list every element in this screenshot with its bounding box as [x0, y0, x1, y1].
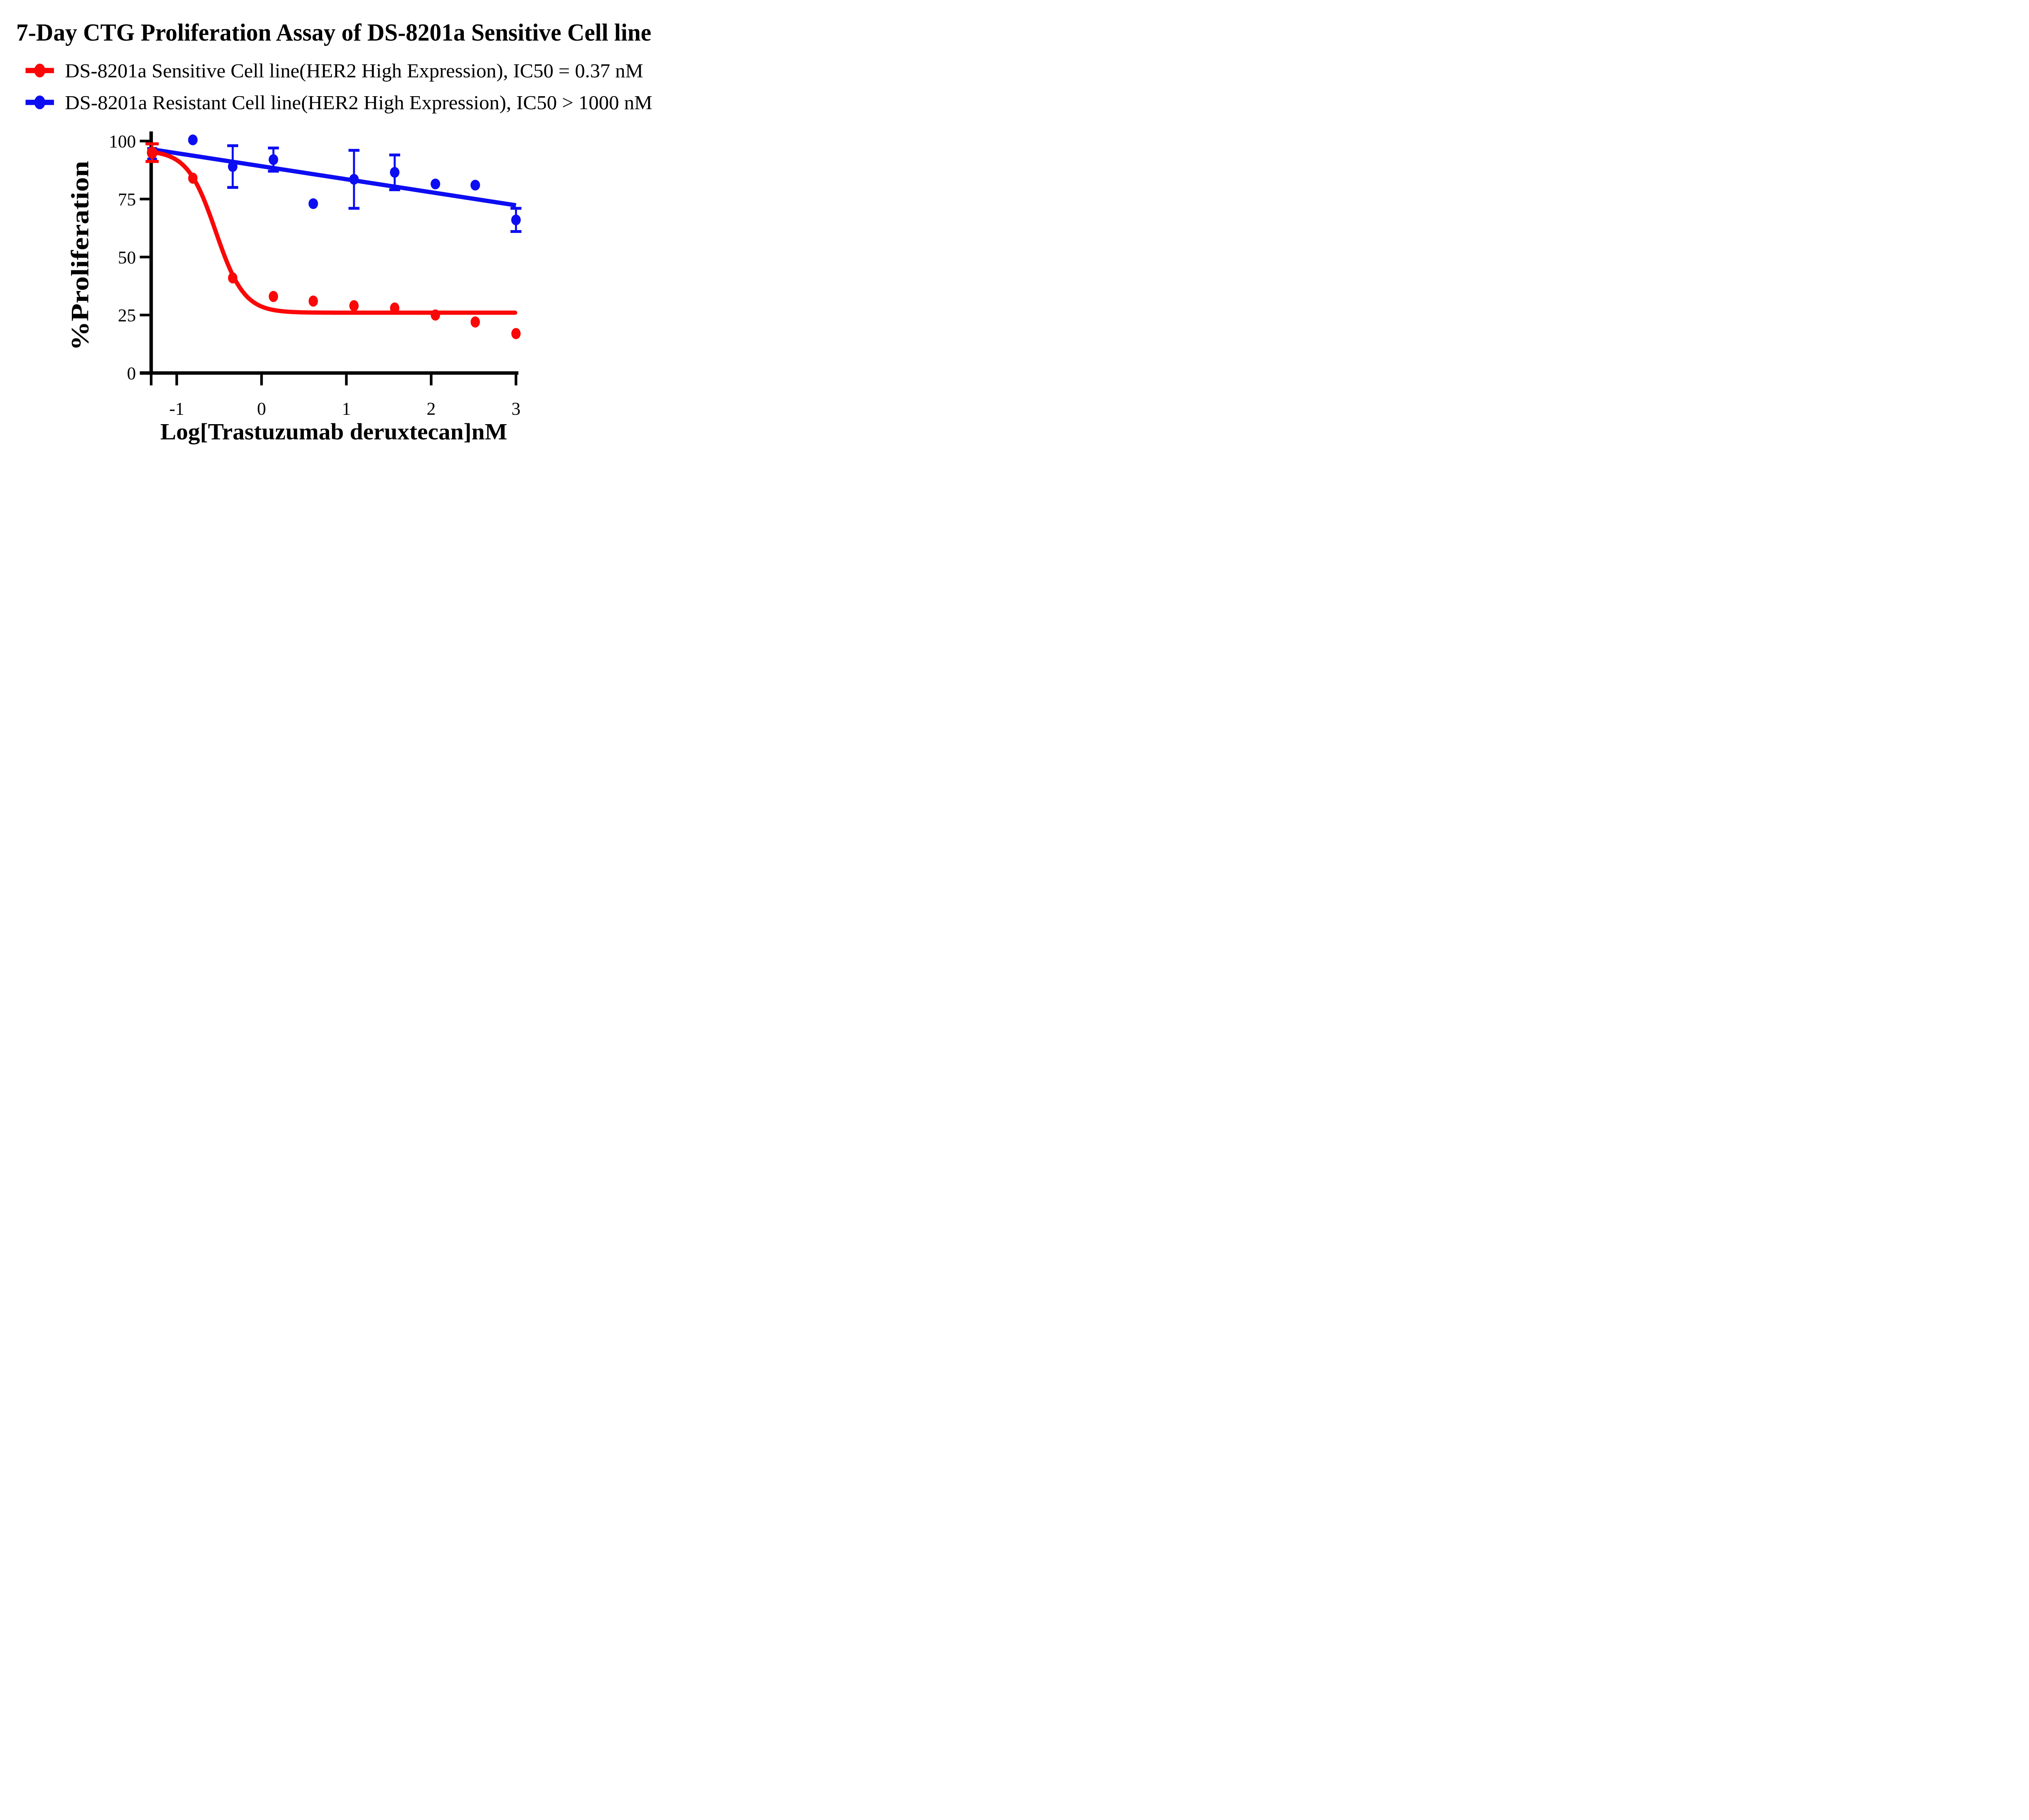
error-bar-cap	[268, 170, 279, 173]
error-bar-cap	[227, 186, 238, 189]
fit-line-resistant	[152, 147, 517, 207]
legend-marker-dot-resistant-icon	[34, 95, 45, 110]
plot-area: 0 25 50 75 100 -1 0 1 2 3	[109, 131, 521, 418]
y-tick	[140, 198, 150, 201]
legend-item-sensitive: DS-8201a Sensitive Cell line(HER2 High E…	[26, 60, 643, 82]
x-axis-title: Log[Trastuzumab deruxtecan]nM	[160, 419, 507, 445]
fit-curve-sensitive	[150, 150, 517, 315]
x-tick	[150, 375, 153, 386]
x-tick-label: 3	[511, 398, 520, 418]
data-point	[349, 174, 359, 185]
error-bar-cap	[389, 153, 401, 157]
error-bar-cap	[227, 144, 238, 147]
x-tick	[175, 375, 178, 386]
x-tick	[260, 375, 263, 386]
data-point	[188, 134, 198, 145]
error-bar-cap	[145, 142, 159, 146]
data-point	[349, 300, 359, 312]
x-axis	[140, 371, 519, 375]
y-tick-label: 75	[118, 189, 136, 209]
chart-title: 7-Day CTG Proliferation Assay of DS-8201…	[16, 19, 651, 46]
x-tick-label: 2	[426, 398, 435, 418]
data-point	[511, 328, 521, 339]
data-point	[269, 154, 278, 165]
legend-marker-dot-sensitive-icon	[34, 63, 45, 78]
data-point	[308, 198, 318, 209]
x-tick-label: 1	[342, 398, 351, 418]
x-tick	[515, 375, 517, 386]
x-tick	[430, 375, 433, 386]
figure-ctg-proliferation-assay: 7-Day CTG Proliferation Assay of DS-8201…	[0, 0, 669, 455]
data-point	[511, 214, 521, 226]
y-tick	[140, 140, 150, 142]
y-tick-label: 25	[118, 305, 136, 326]
error-bar-cap	[389, 188, 401, 192]
legend: DS-8201a Sensitive Cell line(HER2 High E…	[26, 60, 653, 114]
data-point	[470, 179, 480, 191]
error-bar-cap	[268, 147, 279, 150]
y-tick-label: 0	[127, 363, 136, 384]
data-point	[146, 147, 157, 159]
plot-svg: 7-Day CTG Proliferation Assay of DS-8201…	[16, 19, 653, 445]
y-tick	[140, 256, 150, 259]
y-tick-label: 50	[118, 247, 136, 267]
data-point	[390, 302, 400, 314]
error-bar-cap	[145, 160, 159, 163]
y-tick	[140, 313, 150, 317]
data-point	[470, 316, 480, 328]
data-point	[269, 291, 278, 302]
data-point	[308, 295, 318, 307]
x-tick-label: 0	[257, 398, 266, 418]
legend-item-resistant: DS-8201a Resistant Cell line(HER2 High E…	[26, 91, 653, 114]
data-point	[390, 167, 400, 178]
legend-label-resistant: DS-8201a Resistant Cell line(HER2 High E…	[65, 91, 653, 114]
legend-label-sensitive: DS-8201a Sensitive Cell line(HER2 High E…	[65, 60, 643, 82]
error-bar-cap	[510, 207, 521, 210]
error-bar-cap	[348, 149, 360, 152]
data-point	[431, 178, 440, 190]
data-point	[188, 173, 198, 184]
data-point	[228, 272, 237, 284]
error-bar-cap	[510, 230, 521, 233]
y-tick-label: 100	[109, 131, 136, 151]
x-tick-label: -1	[169, 398, 184, 418]
y-axis-title: %Proliferation	[67, 161, 94, 351]
data-point	[228, 161, 238, 172]
data-point	[431, 309, 440, 321]
error-bar-cap	[348, 207, 360, 210]
y-axis	[149, 131, 153, 375]
x-tick	[345, 375, 348, 386]
